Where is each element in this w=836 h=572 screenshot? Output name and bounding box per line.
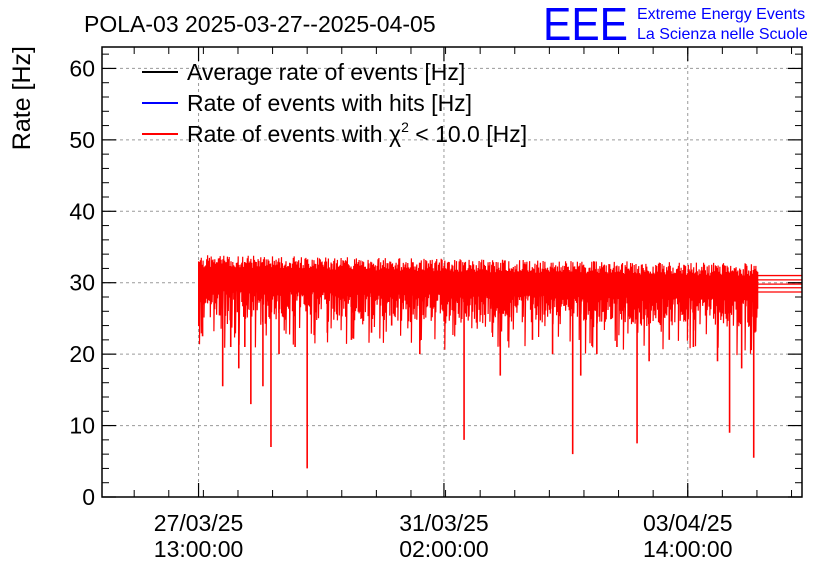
legend-label-chi2: Rate of events with χ2 < 10.0 [Hz] [187, 119, 527, 147]
legend-chi2-suffix: < 10.0 [Hz] [409, 121, 527, 147]
legend-chi2-sup: 2 [401, 119, 409, 135]
x-tick-label-time: 13:00:00 [154, 536, 244, 562]
y-tick-label: 30 [69, 270, 95, 296]
x-tick-label-time: 14:00:00 [643, 536, 733, 562]
x-tick-label-date: 31/03/25 [399, 510, 489, 536]
x-tick-label-date: 27/03/25 [154, 510, 244, 536]
y-tick-label: 10 [69, 413, 95, 439]
chart-title: POLA-03 2025-03-27--2025-04-05 [84, 11, 436, 37]
y-tick-label: 60 [69, 55, 95, 81]
y-tick-label: 40 [69, 198, 95, 224]
series-group [198, 255, 802, 469]
y-tick-label: 50 [69, 127, 95, 153]
logo-line-2: La Scienza nelle Scuole [637, 26, 808, 43]
logo-mark: EEE [543, 0, 628, 50]
y-tick-label: 20 [69, 341, 95, 367]
x-tick-label-time: 02:00:00 [399, 536, 489, 562]
legend-label-average: Average rate of events [Hz] [187, 59, 465, 85]
y-tick-label: 0 [82, 484, 95, 510]
plot-frame [101, 46, 803, 498]
legend: Average rate of events [Hz] Rate of even… [142, 59, 527, 147]
legend-label-hits: Rate of events with hits [Hz] [187, 90, 472, 116]
series-line [198, 255, 759, 356]
x-tick-label-date: 03/04/25 [643, 510, 733, 536]
y-axis-label: Rate [Hz] [8, 46, 36, 150]
logo-line-1: Extreme Energy Events [637, 6, 805, 23]
legend-chi2-symbol: χ [389, 121, 401, 147]
legend-chi2-prefix: Rate of events with [187, 121, 389, 147]
eee-logo: EEE Extreme Energy Events La Scienza nel… [543, 0, 808, 50]
